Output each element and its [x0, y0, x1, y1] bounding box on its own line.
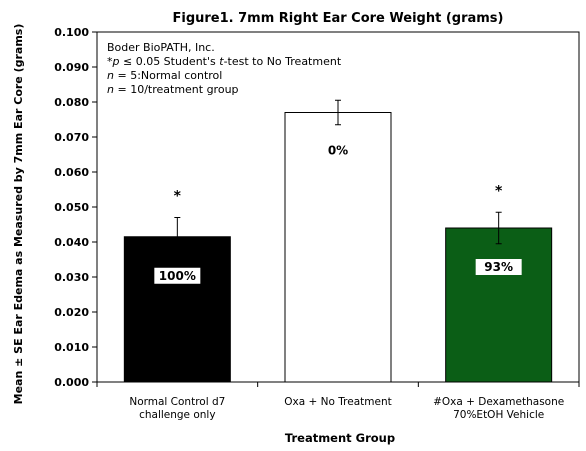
data-label: 100% — [159, 269, 196, 283]
y-tick-label: 0.030 — [54, 271, 89, 284]
axes: 0.000 0.010 0.020 0.030 0.040 0.050 0.060 0.070… — [54, 26, 580, 389]
x-tick-label: Oxa + No Treatment — [284, 396, 391, 408]
significance-marker: * — [174, 189, 182, 205]
y-tick-label: 0.080 — [54, 96, 89, 109]
chart-title: Figure1. 7mm Right Ear Core Weight (gram… — [173, 11, 504, 26]
annotation-line: *p ≤ 0.05 Student's t-test to No Treatme… — [107, 55, 342, 68]
data-label-bg — [475, 259, 522, 275]
annotation-line: n = 10/treatment group — [107, 83, 239, 96]
annotation-line: Boder BioPATH, Inc. — [107, 41, 215, 54]
significance-marker: * — [495, 183, 503, 199]
x-axis-label: Treatment Group — [285, 431, 395, 445]
y-tick-label: 0.070 — [54, 131, 89, 144]
x-tick-label: 70%EtOH Vehicle — [453, 409, 544, 421]
bar — [445, 227, 553, 383]
bar — [123, 236, 231, 383]
y-tick-label: 0.000 — [54, 376, 89, 389]
y-tick-label: 0.090 — [54, 61, 89, 74]
annotation-box: Boder BioPATH, Inc.*p ≤ 0.05 Student's t… — [107, 41, 342, 96]
y-axis-label: Mean ± SE Ear Edema as Measured by 7mm E… — [12, 24, 25, 405]
data-label-bg — [154, 267, 201, 284]
bar — [284, 112, 392, 383]
x-tick-label: challenge only — [139, 409, 215, 421]
y-tick-label: 0.100 — [54, 26, 89, 39]
y-tick-label: 0.010 — [54, 341, 89, 354]
x-tick-label: #Oxa + Dexamethasone — [433, 396, 564, 408]
data-label: 93% — [484, 260, 513, 274]
y-tick-label: 0.040 — [54, 236, 89, 249]
y-tick-label: 0.020 — [54, 306, 89, 319]
x-tick-label: Normal Control d7 — [129, 396, 225, 408]
data-label: 0% — [328, 144, 348, 158]
annotation-line: n = 5:Normal control — [107, 69, 222, 82]
y-tick-label: 0.050 — [54, 201, 89, 214]
y-tick-label: 0.060 — [54, 166, 89, 179]
